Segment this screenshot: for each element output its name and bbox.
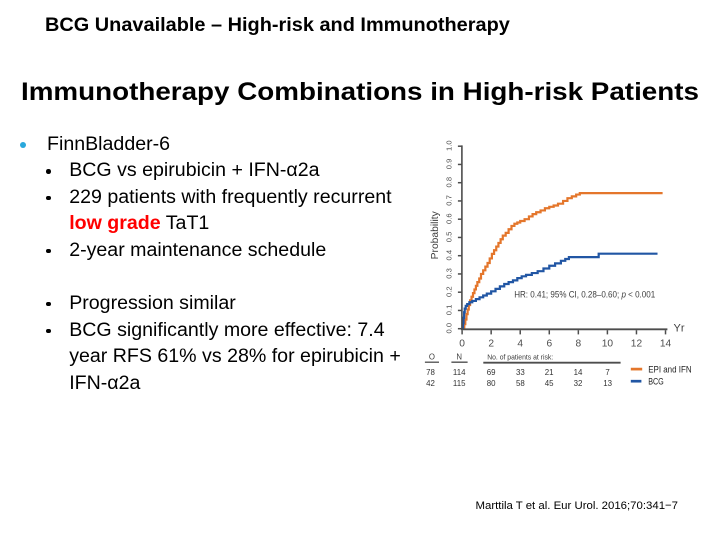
svg-text:No. of patients at risk:: No. of patients at risk: [487,352,553,361]
svg-text:BCG: BCG [648,377,664,387]
svg-text:14: 14 [660,339,672,350]
svg-text:14: 14 [574,368,583,377]
svg-text:0.9: 0.9 [444,159,453,170]
svg-text:N: N [456,352,462,361]
svg-text:6: 6 [546,339,552,350]
svg-text:0.2: 0.2 [444,286,453,297]
svg-text:0.5: 0.5 [444,232,453,243]
svg-text:8: 8 [576,339,582,350]
svg-text:4: 4 [517,339,523,350]
svg-text:HR: 0.41; 95% CI, 0.28–0.60; p: HR: 0.41; 95% CI, 0.28–0.60; p < 0.001 [514,289,655,300]
svg-text:0.3: 0.3 [444,268,453,279]
svg-text:115: 115 [453,379,466,388]
svg-text:0.8: 0.8 [444,177,453,188]
svg-text:42: 42 [426,379,435,388]
svg-text:58: 58 [516,379,525,388]
svg-text:0.6: 0.6 [444,213,453,224]
svg-text:0.0: 0.0 [444,323,453,334]
svg-text:13: 13 [603,379,612,388]
svg-text:0: 0 [459,339,465,350]
svg-text:32: 32 [574,379,583,388]
svg-text:78: 78 [426,368,435,377]
svg-text:2: 2 [488,339,494,350]
svg-text:Yr: Yr [674,323,685,335]
svg-text:114: 114 [453,368,466,377]
svg-text:7: 7 [605,368,609,377]
svg-text:21: 21 [545,368,554,377]
svg-text:0.4: 0.4 [444,250,453,261]
svg-text:O: O [429,352,435,361]
svg-text:80: 80 [487,379,496,388]
svg-text:33: 33 [516,368,525,377]
svg-text:0.7: 0.7 [444,195,453,206]
svg-text:10: 10 [602,339,614,350]
svg-text:0.1: 0.1 [444,305,453,316]
svg-text:69: 69 [487,368,496,377]
svg-text:1.0: 1.0 [444,140,453,151]
svg-text:Probability: Probability [430,210,441,259]
svg-text:12: 12 [631,339,643,350]
svg-text:EPI and IFN: EPI and IFN [648,364,691,374]
svg-text:45: 45 [545,379,554,388]
